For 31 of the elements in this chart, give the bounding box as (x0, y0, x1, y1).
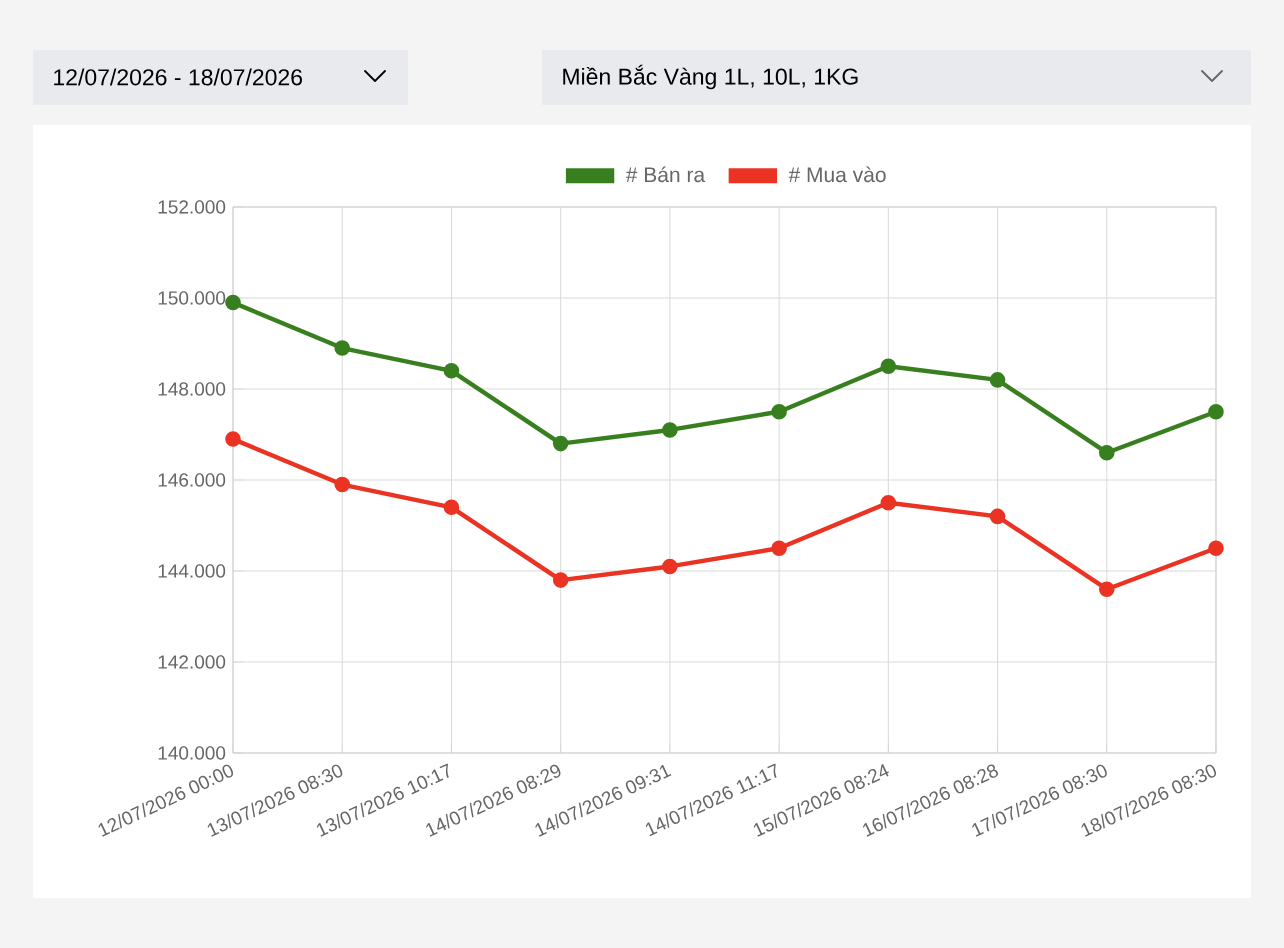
y-tick-label: 148.000 (158, 382, 226, 396)
y-tick-label: 146.000 (158, 473, 226, 487)
point (662, 422, 678, 438)
y-tick-label: 152.000 (158, 200, 226, 214)
legend-label: # Bán ra (625, 166, 706, 183)
point (1098, 444, 1115, 461)
point (443, 363, 460, 379)
point (1098, 581, 1115, 597)
text: 12/07/2026 - 18/07/2026 (54, 68, 302, 86)
y-tick-label: 150.000 (158, 291, 226, 305)
legend-label: # Mua vào (788, 166, 886, 183)
point (225, 431, 241, 447)
point (334, 340, 351, 356)
point (334, 476, 351, 493)
y-tick-label: 140.000 (158, 746, 226, 760)
y-tick-label: 142.000 (158, 655, 226, 669)
point (552, 572, 569, 588)
point (1208, 540, 1224, 557)
point (771, 403, 787, 420)
point (552, 435, 569, 452)
point (771, 540, 787, 557)
y-tick-label: 144.000 (158, 564, 226, 578)
point (225, 294, 241, 311)
point (880, 494, 897, 511)
point (662, 558, 678, 575)
point (1208, 403, 1224, 420)
text: Miền Bắc Vàng 1L, 10L, 1KG (563, 64, 858, 90)
point (989, 508, 1006, 525)
point (880, 358, 897, 375)
point (443, 499, 460, 516)
point (989, 372, 1006, 388)
